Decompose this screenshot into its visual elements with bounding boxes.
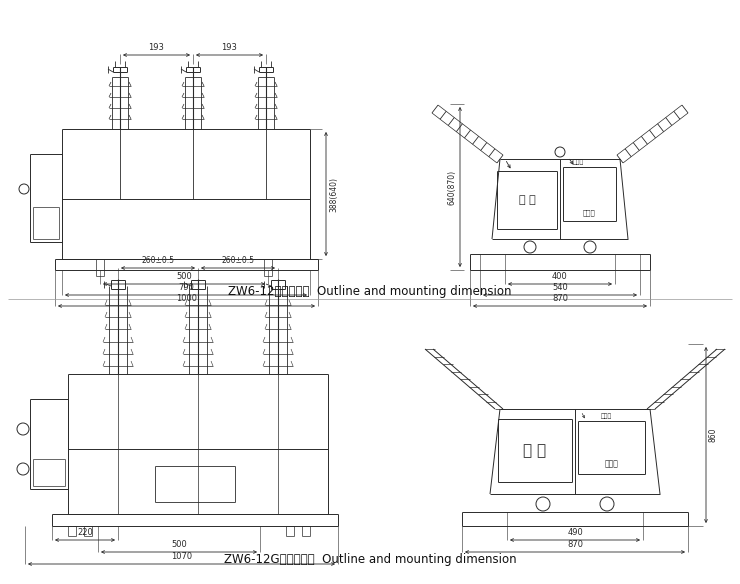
Text: 790: 790 [178,283,194,292]
Text: 未储能: 未储能 [605,460,619,468]
Text: 260±0.5: 260±0.5 [141,256,175,265]
Text: 已储能: 已储能 [572,159,584,165]
Text: 已储能: 已储能 [601,413,612,419]
Text: 1000: 1000 [176,294,197,303]
Text: ZW6-12外形尺寸图  Outline and mounting dimension: ZW6-12外形尺寸图 Outline and mounting dimensi… [228,284,512,297]
Text: 分 合: 分 合 [523,443,547,458]
Text: 260±0.5: 260±0.5 [221,256,255,265]
Text: 490: 490 [567,528,583,537]
Text: 870: 870 [552,294,568,303]
Text: 500: 500 [171,540,187,549]
Text: 193: 193 [149,43,164,52]
Text: ZW6-12G外形尺寸图  Outline and mounting dimension: ZW6-12G外形尺寸图 Outline and mounting dimens… [223,554,517,566]
Text: 400: 400 [552,272,568,281]
Text: 388(640): 388(640) [329,176,338,211]
Text: 220: 220 [77,528,93,537]
Text: 193: 193 [221,43,238,52]
Text: 分 合: 分 合 [519,195,535,205]
Text: 860: 860 [709,427,718,442]
Text: 1070: 1070 [171,552,192,561]
Text: 500: 500 [176,272,192,281]
Text: 640(870): 640(870) [448,169,457,204]
Text: 540: 540 [552,283,568,292]
Text: 未储能: 未储能 [583,210,596,216]
Text: 870: 870 [567,540,583,549]
